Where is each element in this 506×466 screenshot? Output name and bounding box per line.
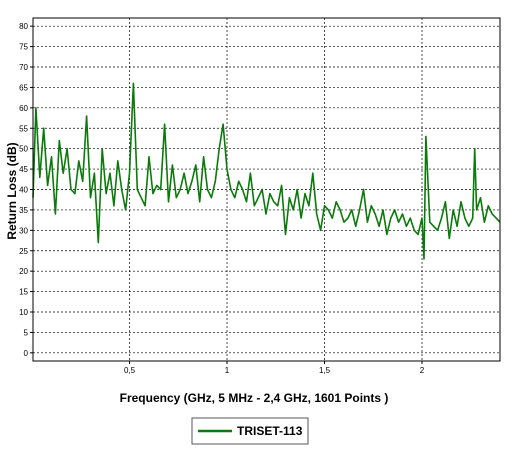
legend: TRISET-113	[191, 417, 309, 445]
y-tick-label: 60	[19, 104, 28, 113]
grid-lines	[33, 18, 500, 361]
y-tick-label: 25	[19, 247, 28, 256]
y-tick-label: 45	[19, 165, 28, 174]
x-tick-label: 0,5	[124, 366, 136, 375]
y-tick-label: 15	[19, 288, 28, 297]
y-tick-label: 50	[19, 145, 28, 154]
y-tick-label: 70	[19, 63, 28, 72]
y-tick-label: 30	[19, 226, 28, 235]
legend-label-triset-113: TRISET-113	[237, 424, 303, 438]
x-tick-label: 2	[420, 366, 425, 375]
y-axis-ticks: 0 5 10 15 20 25 30 35 40 45 50 55 60 65 70 75 80	[19, 22, 33, 358]
x-axis-title: Frequency (GHz, 5 MHz - 2,4 GHz, 1601 Po…	[120, 391, 389, 405]
series-line-triset-113	[32, 82, 501, 260]
y-tick-label: 40	[19, 186, 28, 195]
y-tick-label: 5	[24, 328, 29, 337]
x-axis-ticks: 0,5 1 1,5 2	[124, 361, 425, 375]
y-tick-label: 80	[19, 22, 28, 31]
y-tick-label: 55	[19, 124, 28, 133]
y-tick-label: 10	[19, 308, 28, 317]
y-tick-label: 20	[19, 267, 28, 276]
y-axis-title: Return Loss (dB)	[5, 142, 19, 239]
plot-frame	[32, 17, 501, 362]
legend-box	[191, 417, 309, 445]
y-tick-label: 75	[19, 43, 28, 52]
x-tick-label: 1,5	[319, 366, 331, 375]
x-tick-label: 1	[225, 366, 230, 375]
y-tick-label: 0	[24, 349, 29, 358]
y-tick-label: 35	[19, 206, 28, 215]
y-tick-label: 65	[19, 83, 28, 92]
